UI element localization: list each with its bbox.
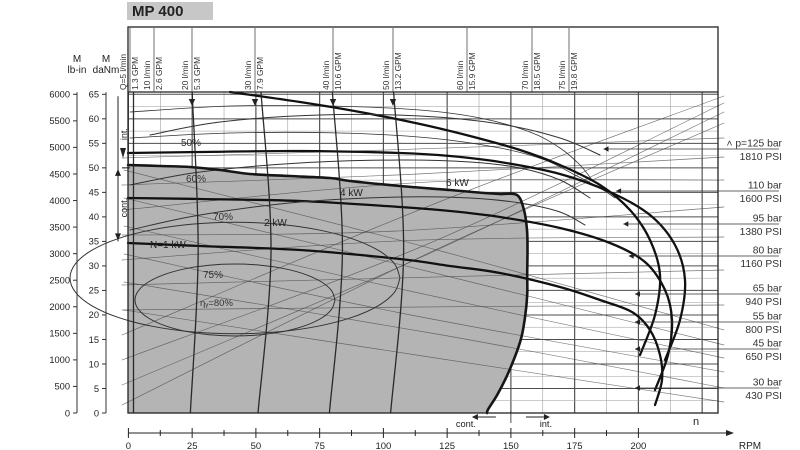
svg-text:35: 35 [89, 237, 99, 247]
svg-text:15: 15 [89, 335, 99, 345]
svg-text:800 PSI: 800 PSI [745, 325, 782, 336]
svg-text:175: 175 [567, 441, 583, 450]
svg-text:75 l/min: 75 l/min [557, 60, 567, 90]
svg-text:N=1 kW: N=1 kW [150, 240, 186, 251]
svg-text:500: 500 [54, 382, 70, 392]
svg-text:95 bar: 95 bar [753, 214, 783, 225]
svg-text:M: M [102, 54, 110, 65]
svg-text:RPM: RPM [739, 441, 761, 450]
svg-text:3500: 3500 [49, 222, 70, 232]
svg-text:M: M [73, 54, 81, 65]
svg-text:75%: 75% [203, 270, 223, 281]
svg-text:5: 5 [94, 384, 99, 394]
svg-text:60%: 60% [186, 174, 206, 185]
svg-text:6000: 6000 [49, 90, 70, 100]
svg-text:65: 65 [89, 90, 99, 100]
svg-text:60 l/min: 60 l/min [455, 60, 465, 90]
svg-text:30 l/min: 30 l/min [243, 60, 253, 90]
svg-text:7.9 GPM: 7.9 GPM [255, 57, 265, 90]
svg-text:1160 PSI: 1160 PSI [740, 259, 782, 270]
svg-text:65 bar: 65 bar [753, 284, 783, 295]
svg-text:2.6 GPM: 2.6 GPM [154, 57, 164, 90]
svg-text:0: 0 [94, 408, 99, 418]
svg-text:110 bar: 110 bar [748, 181, 783, 192]
svg-text:940 PSI: 940 PSI [745, 297, 782, 308]
svg-text:5000: 5000 [49, 143, 70, 153]
svg-text:430 PSI: 430 PSI [745, 391, 782, 402]
svg-text:150: 150 [503, 441, 519, 450]
svg-text:4 kW: 4 kW [340, 188, 363, 199]
svg-text:25: 25 [187, 441, 198, 450]
svg-text:˄ p=125 bar: ˄ p=125 bar [726, 139, 782, 150]
svg-text:80 bar: 80 bar [753, 246, 783, 257]
svg-text:25: 25 [89, 286, 99, 296]
svg-text:18.5 GPM: 18.5 GPM [532, 52, 542, 90]
svg-text:125: 125 [439, 441, 455, 450]
svg-text:5500: 5500 [49, 116, 70, 126]
svg-text:0: 0 [126, 441, 131, 450]
svg-text:45: 45 [89, 188, 99, 198]
svg-text:10: 10 [89, 359, 99, 369]
svg-text:30 bar: 30 bar [753, 378, 783, 389]
svg-text:2500: 2500 [49, 276, 70, 286]
svg-text:1810 PSI: 1810 PSI [740, 152, 782, 163]
svg-text:0: 0 [65, 408, 70, 418]
svg-text:19.8 GPM: 19.8 GPM [569, 52, 579, 90]
svg-text:70 l/min: 70 l/min [520, 60, 530, 90]
svg-text:cont.: cont. [119, 198, 129, 218]
svg-text:int.: int. [119, 128, 129, 140]
svg-text:55: 55 [89, 139, 99, 149]
svg-text:4000: 4000 [49, 196, 70, 206]
svg-text:2000: 2000 [49, 302, 70, 312]
svg-text:70%: 70% [213, 212, 233, 223]
svg-text:20 l/min: 20 l/min [180, 60, 190, 90]
svg-text:50 l/min: 50 l/min [381, 60, 391, 90]
svg-text:1600 PSI: 1600 PSI [740, 194, 782, 205]
svg-text:100: 100 [375, 441, 391, 450]
svg-text:13.2 GPM: 13.2 GPM [393, 52, 403, 90]
svg-text:5.3 GPM: 5.3 GPM [192, 57, 202, 90]
svg-text:60: 60 [89, 114, 99, 124]
svg-text:1380 PSI: 1380 PSI [740, 227, 782, 238]
svg-text:1.3 GPM: 1.3 GPM [130, 57, 140, 90]
svg-text:30: 30 [89, 261, 99, 271]
svg-text:1000: 1000 [49, 355, 70, 365]
svg-text:15.9 GPM: 15.9 GPM [467, 52, 477, 90]
svg-text:int.: int. [540, 419, 552, 429]
svg-text:75: 75 [314, 441, 325, 450]
svg-text:50%: 50% [181, 138, 201, 149]
svg-text:3000: 3000 [49, 249, 70, 259]
svg-text:4500: 4500 [49, 169, 70, 179]
svg-text:1500: 1500 [49, 329, 70, 339]
svg-text:MP 400: MP 400 [132, 3, 183, 20]
svg-text:50: 50 [251, 441, 262, 450]
svg-text:50: 50 [89, 163, 99, 173]
svg-text:cont.: cont. [456, 419, 476, 429]
svg-text:10.6 GPM: 10.6 GPM [333, 52, 343, 90]
svg-text:200: 200 [630, 441, 646, 450]
svg-text:daNm: daNm [93, 65, 120, 76]
svg-text:2 kW: 2 kW [264, 218, 287, 229]
svg-text:Q=5 l/min: Q=5 l/min [118, 54, 128, 90]
svg-text:55 bar: 55 bar [753, 312, 783, 323]
svg-text:lb-in: lb-in [68, 65, 87, 76]
svg-text:45 bar: 45 bar [753, 339, 783, 350]
svg-text:20: 20 [89, 310, 99, 320]
svg-text:ηᵧ=80%: ηᵧ=80% [200, 298, 233, 309]
svg-text:n: n [693, 416, 699, 428]
svg-text:40 l/min: 40 l/min [321, 60, 331, 90]
svg-text:10 l/min: 10 l/min [142, 60, 152, 90]
svg-text:6 kW: 6 kW [446, 178, 469, 189]
svg-text:40: 40 [89, 212, 99, 222]
svg-text:650 PSI: 650 PSI [745, 352, 782, 363]
